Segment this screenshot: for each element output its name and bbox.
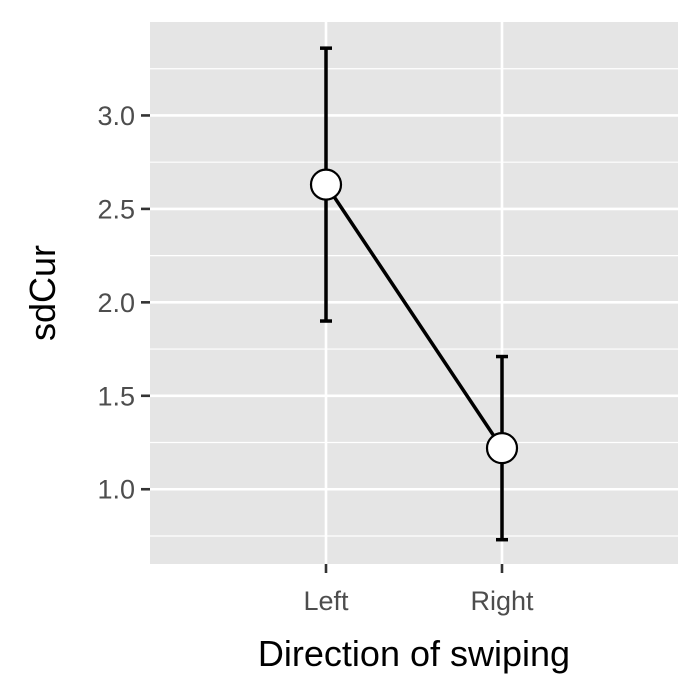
data-point xyxy=(309,168,343,201)
y-axis-title: sdCur xyxy=(22,245,63,341)
plot-panel xyxy=(150,22,678,564)
data-points xyxy=(309,168,519,465)
y-tick-label: 2.0 xyxy=(97,288,135,318)
y-tick-label: 3.0 xyxy=(97,101,135,131)
grid-minor xyxy=(150,68,678,537)
y-tick-label: 1.0 xyxy=(97,475,135,505)
data-point xyxy=(485,432,519,465)
x-tick-label: Left xyxy=(303,586,349,616)
x-axis: Left Right xyxy=(303,564,534,616)
series-line xyxy=(324,183,504,450)
y-tick-label: 2.5 xyxy=(97,194,135,224)
x-tick-label: Right xyxy=(470,586,534,616)
y-tick-label: 1.5 xyxy=(97,381,135,411)
x-axis-title: Direction of swiping xyxy=(258,633,570,674)
y-axis: 1.0 1.5 2.0 2.5 3.0 xyxy=(97,101,150,505)
